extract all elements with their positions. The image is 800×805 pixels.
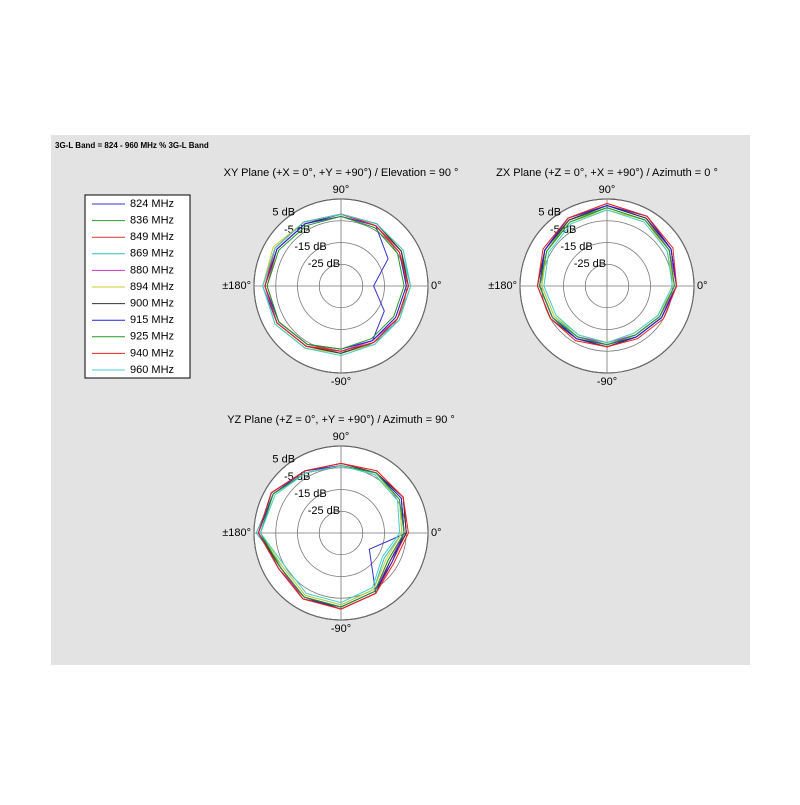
- theta-tick-label: 0°: [431, 527, 442, 539]
- chart-title: XY Plane (+X = 0°, +Y = +90°) / Elevatio…: [224, 167, 459, 179]
- legend-label: 824 MHz: [130, 198, 174, 210]
- series-line: [536, 202, 678, 348]
- r-tick-label: -15 dB: [294, 241, 326, 253]
- series-line: [543, 209, 673, 344]
- legend-label: 894 MHz: [130, 281, 174, 293]
- r-tick-label: -25 dB: [308, 258, 340, 270]
- legend-label: 836 MHz: [130, 215, 174, 227]
- theta-tick-label: -90°: [331, 376, 351, 388]
- legend-label: 960 MHz: [130, 364, 174, 376]
- theta-tick-label: 90°: [599, 184, 616, 196]
- r-tick-label: -15 dB: [560, 241, 592, 253]
- series-line: [262, 213, 412, 357]
- theta-tick-label: ±180°: [222, 527, 251, 539]
- legend-label: 915 MHz: [130, 314, 174, 326]
- theta-tick-label: 90°: [333, 431, 350, 443]
- legend-label: 849 MHz: [130, 231, 174, 243]
- series-line: [257, 462, 409, 610]
- theta-tick-label: -90°: [597, 376, 617, 388]
- theta-tick-label: 0°: [697, 280, 708, 292]
- r-tick-label: 5 dB: [272, 454, 295, 466]
- series-line: [539, 207, 675, 346]
- series-line: [259, 465, 401, 604]
- legend-label: 880 MHz: [130, 264, 174, 276]
- legend-label: 900 MHz: [130, 298, 174, 310]
- theta-tick-label: 90°: [333, 184, 350, 196]
- series-line: [264, 213, 409, 352]
- theta-tick-label: -90°: [331, 623, 351, 635]
- r-tick-label: 5 dB: [538, 207, 561, 219]
- theta-tick-label: ±180°: [222, 280, 251, 292]
- chart-title: YZ Plane (+Z = 0°, +Y = +90°) / Azimuth …: [227, 414, 455, 426]
- theta-tick-label: ±180°: [488, 280, 517, 292]
- legend-label: 869 MHz: [130, 248, 174, 260]
- chart-title: ZX Plane (+Z = 0°, +X = +90°) / Azimuth …: [496, 167, 718, 179]
- header: 3G-L Band = 824 - 960 MHz % 3G-L Band: [55, 141, 209, 150]
- r-tick-label: -25 dB: [574, 258, 606, 270]
- series-line: [266, 215, 405, 350]
- r-tick-label: -15 dB: [294, 488, 326, 500]
- legend-label: 940 MHz: [130, 347, 174, 359]
- r-tick-label: -25 dB: [308, 505, 340, 517]
- r-tick-label: 5 dB: [272, 207, 295, 219]
- legend-label: 925 MHz: [130, 331, 174, 343]
- theta-tick-label: 0°: [431, 280, 442, 292]
